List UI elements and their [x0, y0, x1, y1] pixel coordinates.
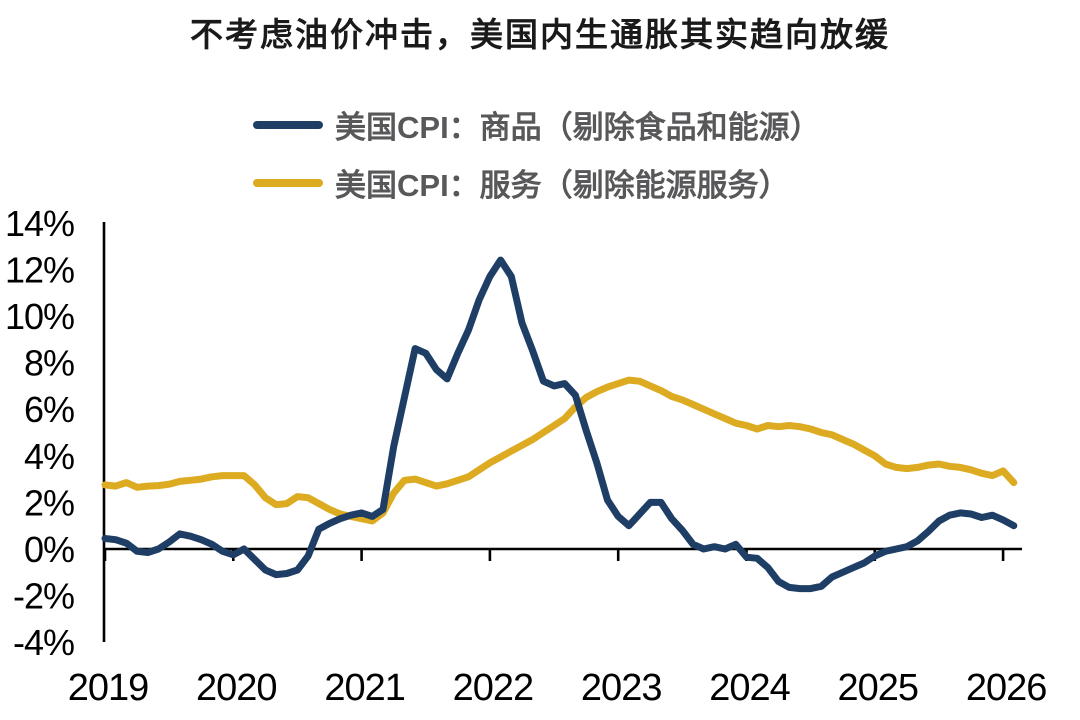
legend-item-goods: 美国CPI：商品（剔除食品和能源）	[253, 104, 821, 145]
x-label-2026: 2026	[966, 667, 1047, 709]
axes	[102, 222, 1022, 642]
y-axis-labels: 14% 12% 10% 8% 6% 4% 2% 0% -2% -4%	[5, 203, 75, 663]
x-axis-labels: 2019 2020 2021 2022 2023 2024 2025 2026	[68, 667, 1048, 709]
y-label-14%: 14%	[5, 203, 74, 244]
goods-line-swatch	[253, 120, 323, 129]
legend-label-services: 美国CPI：服务（剔除能源服务）	[335, 168, 790, 203]
chart-title: 不考虑油价冲击，美国内生通胀其实趋向放缓	[190, 16, 890, 53]
x-label-2024: 2024	[709, 667, 790, 709]
x-label-2019: 2019	[68, 667, 149, 709]
y-label-6%: 6%	[24, 389, 74, 430]
x-label-2021: 2021	[324, 667, 405, 709]
x-label-2022: 2022	[453, 667, 534, 709]
services-cpi-line	[101, 376, 1018, 525]
y-label-0%: 0%	[24, 529, 74, 570]
services-line-swatch	[253, 178, 323, 187]
x-label-2023: 2023	[581, 667, 662, 709]
data-series	[101, 256, 1018, 593]
y-label--4%: -4%	[13, 622, 74, 663]
goods-cpi-line	[101, 256, 1018, 593]
legend-label-goods: 美国CPI：商品（剔除食品和能源）	[335, 110, 821, 145]
x-label-2025: 2025	[838, 667, 919, 709]
legend: 美国CPI：商品（剔除食品和能源） 美国CPI：服务（剔除能源服务）	[253, 104, 821, 220]
y-label-8%: 8%	[24, 343, 74, 384]
y-label-10%: 10%	[5, 296, 74, 337]
y-label-4%: 4%	[24, 436, 74, 477]
x-label-2020: 2020	[196, 667, 277, 709]
legend-item-services: 美国CPI：服务（剔除能源服务）	[253, 162, 821, 203]
y-label-12%: 12%	[5, 249, 74, 290]
y-label--2%: -2%	[13, 576, 74, 617]
y-label-2%: 2%	[24, 482, 74, 523]
